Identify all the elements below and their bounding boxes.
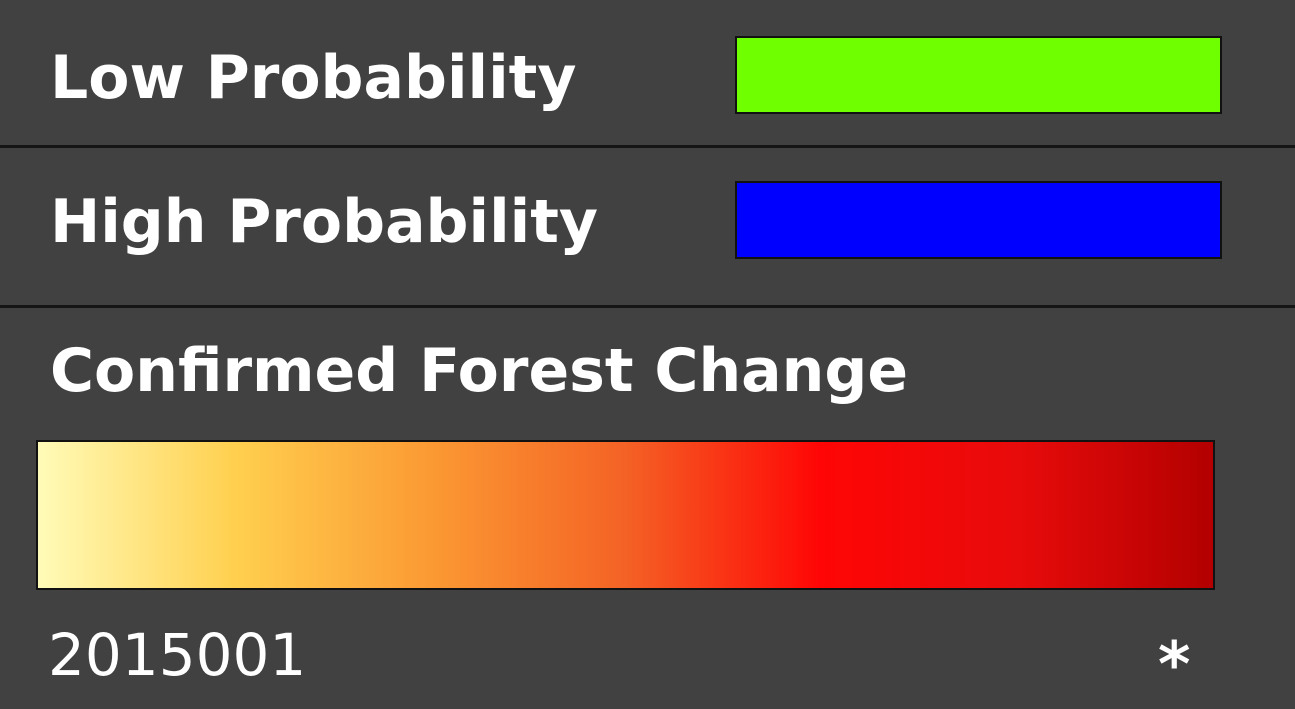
legend-divider [0, 305, 1295, 308]
low-probability-swatch [735, 36, 1222, 114]
confirmed-forest-change-color-ramp [36, 440, 1215, 590]
high-probability-label: High Probability [50, 187, 598, 257]
high-probability-swatch [735, 181, 1222, 259]
ramp-start-label: 2015001 [48, 621, 307, 689]
ramp-end-label: * [1158, 628, 1191, 701]
confirmed-forest-change-label: Confirmed Forest Change [50, 336, 909, 406]
low-probability-label: Low Probability [50, 43, 577, 113]
legend-divider [0, 145, 1295, 148]
